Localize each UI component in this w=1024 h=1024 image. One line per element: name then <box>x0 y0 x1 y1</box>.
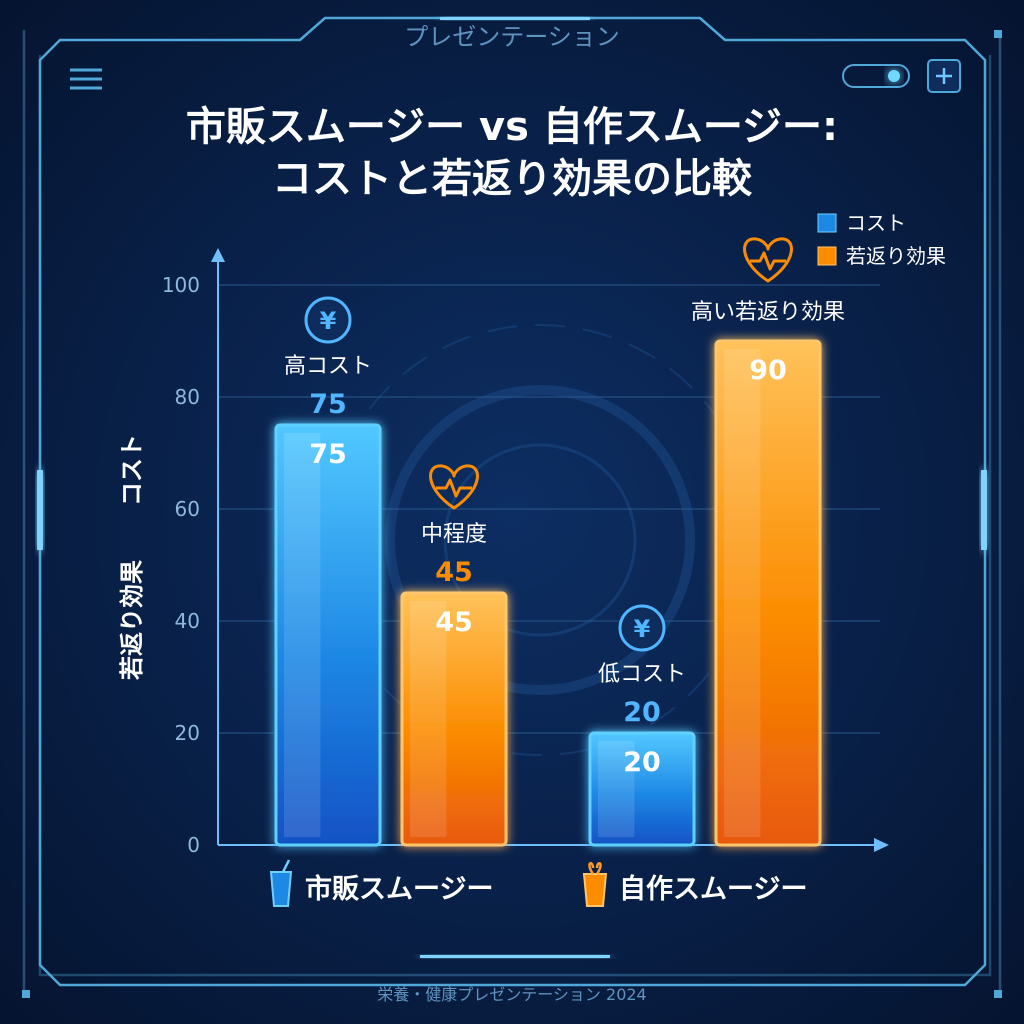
annotation-label: 低コスト <box>598 662 686 687</box>
yen-icon: ¥ <box>618 604 666 652</box>
legend-label-rejuvenation: 若返り効果 <box>846 244 946 268</box>
svg-text:¥: ¥ <box>634 615 651 643</box>
title-line-1: 市販スムージー vs 自作スムージー: <box>186 104 838 150</box>
annotation-label: 高コスト <box>284 354 372 379</box>
bar-cost <box>588 731 696 847</box>
annotation-label: 中程度 <box>421 522 487 547</box>
corner-square <box>994 30 1002 38</box>
yen-icon: ¥ <box>304 296 352 344</box>
frame-top-glow <box>440 17 590 20</box>
title-line-2: コストと若返り効果の比較 <box>272 156 753 202</box>
y-axis-arrow <box>211 248 225 262</box>
y-tick-label: 100 <box>162 273 200 297</box>
juice-glass-icon <box>582 861 608 907</box>
frame-left-glow <box>37 470 43 550</box>
legend: コスト 若返り効果 <box>817 211 946 268</box>
legend-label-cost: コスト <box>846 211 906 235</box>
category-label: 自作スムージー <box>619 873 807 905</box>
bar-highlight <box>410 601 447 837</box>
x-axis-arrow <box>874 838 889 852</box>
annotation-value: 75 <box>309 389 347 420</box>
frame-bottom-glow <box>420 955 610 958</box>
hamburger-menu-icon[interactable] <box>70 68 102 90</box>
heart-pulse-icon <box>429 464 479 510</box>
bar-rejuvenation <box>400 591 508 847</box>
annotation-value: 20 <box>623 697 661 728</box>
bar-value-label: 45 <box>435 607 473 638</box>
corner-square <box>22 990 30 998</box>
bar-value-label: 90 <box>749 355 787 386</box>
y-tick-label: 80 <box>175 385 200 409</box>
y-axis-title-cost: コスト <box>118 434 146 506</box>
bar-highlight <box>284 433 321 837</box>
corner-square <box>994 990 1002 998</box>
legend-swatch-rejuvenation <box>817 246 837 266</box>
cup-straw-icon <box>269 859 293 907</box>
footer-text: 栄養・健康プレゼンテーション 2024 <box>377 985 647 1004</box>
category-label: 市販スムージー <box>305 873 493 905</box>
annotation-value: 45 <box>435 557 473 588</box>
toggle-switch-icon[interactable] <box>842 64 910 88</box>
annotation-label: 高い若返り効果 <box>691 300 845 325</box>
y-tick-label: 60 <box>175 497 200 521</box>
bar-highlight <box>598 741 635 837</box>
heart-pulse-icon <box>743 237 793 283</box>
y-tick-label: 40 <box>175 609 200 633</box>
y-tick-label: 20 <box>175 721 200 745</box>
bar-highlight <box>724 349 761 837</box>
plus-icon[interactable] <box>927 59 961 93</box>
frame-right-glow <box>981 470 987 550</box>
bar-rejuvenation <box>714 339 822 847</box>
svg-text:¥: ¥ <box>320 307 337 335</box>
y-axis-title-effect: 若返り効果 <box>118 560 146 681</box>
bar-value-label: 20 <box>623 747 661 778</box>
y-tick-label: 0 <box>187 833 200 857</box>
bar-cost <box>274 423 382 847</box>
top-label: プレゼンテーション <box>404 23 620 51</box>
legend-swatch-cost <box>817 213 837 233</box>
bar-value-label: 75 <box>309 439 347 470</box>
